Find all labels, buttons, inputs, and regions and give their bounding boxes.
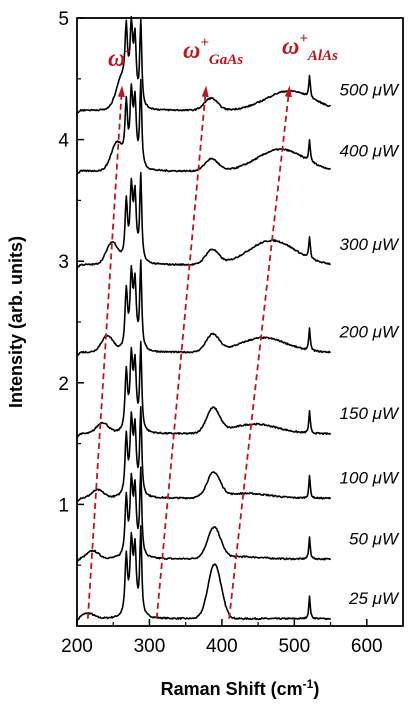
x-axis-title-main: Raman Shift (cm [161, 679, 303, 699]
y-tick-label: 1 [58, 495, 69, 516]
spectrum-line [76, 466, 332, 563]
series-label: 50 μW [349, 529, 400, 548]
mode-label-sup: + [299, 31, 308, 47]
y-tick-label: 5 [58, 9, 69, 30]
series-label: 200 μW [339, 323, 400, 342]
spectrum-line [76, 171, 331, 269]
x-tick-label: 300 [134, 636, 166, 657]
mode-label-sup: - [125, 43, 130, 59]
x-axis-title: Raman Shift (cm-1) [161, 677, 320, 699]
y-tick-label: 3 [58, 252, 69, 273]
guide-lines-group [86, 85, 292, 619]
power-labels-group: 25 μW 50 μW 100 μW 150 μW 200 μW 300 μW 400 μW… [339, 81, 400, 608]
spectrum-line [76, 405, 332, 503]
guide-arrowhead [201, 85, 209, 98]
mode-label-sub: GaAs [209, 52, 243, 68]
mode-label-base: ω [183, 38, 200, 64]
spectra-group [76, 15, 332, 622]
mode-labels-group: ω-ω+GaAs ω+AlAs [108, 31, 338, 72]
axis-ticks: 200 300 400 500 600 1 2 3 4 5 [58, 9, 382, 657]
series-label: 500 μW [340, 81, 400, 100]
mode-label-sup: + [200, 35, 209, 51]
guide-line [228, 88, 291, 619]
series-label: 150 μW [340, 404, 400, 423]
guide-arrowhead [284, 85, 292, 98]
guide-line [86, 88, 123, 619]
guide-line [155, 88, 207, 619]
x-axis-title-superscript: -1 [303, 677, 314, 691]
mode-label: ω+GaAs [183, 35, 243, 68]
mode-label-base: ω [108, 46, 125, 72]
guide-arrowhead [117, 85, 125, 98]
x-tick-label: 400 [206, 636, 238, 657]
spectrum-line [76, 259, 331, 357]
spectrum-line [76, 78, 332, 175]
spectrum-line [76, 340, 332, 438]
x-tick-label: 600 [351, 636, 383, 657]
mode-label-base: ω [282, 34, 299, 60]
series-label: 400 μW [340, 142, 400, 161]
x-tick-label: 200 [61, 636, 93, 657]
y-tick-label: 4 [58, 131, 69, 152]
mode-label: ω- [108, 43, 130, 72]
x-tick-label: 500 [278, 636, 310, 657]
series-label: 300 μW [340, 235, 400, 254]
spectrum-line [76, 525, 332, 622]
series-label: 100 μW [340, 469, 400, 488]
x-axis-title-tail: ) [313, 679, 319, 699]
y-axis-title: Intensity (arb. units) [6, 236, 26, 408]
y-tick-label: 2 [58, 374, 69, 395]
series-label: 25 μW [348, 589, 400, 608]
mode-label: ω+AlAs [282, 31, 338, 64]
mode-label-sub: AlAs [307, 48, 338, 64]
